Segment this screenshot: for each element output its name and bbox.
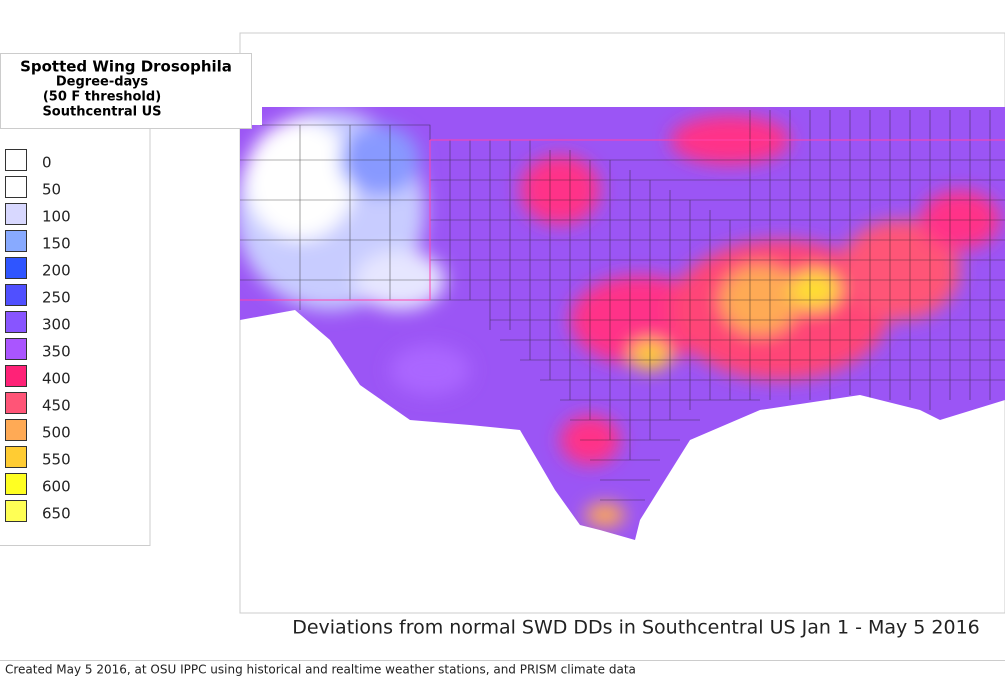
legend-label: 150: [42, 235, 71, 253]
map-subtitle: Degree-days: [56, 75, 149, 90]
title-box: [0, 53, 252, 129]
legend-swatch: [5, 203, 27, 225]
state-borders: [240, 139, 1005, 301]
caption: Deviations from normal SWD DDs in Southc…: [292, 617, 980, 639]
county-lines: [240, 110, 1005, 501]
legend-label: 450: [42, 397, 71, 415]
legend-label: 300: [42, 316, 71, 334]
legend-swatch: [5, 257, 27, 279]
map-area: [240, 107, 1005, 540]
legend-label: 400: [42, 370, 71, 388]
footer: Created May 5 2016, at OSU IPPC using hi…: [5, 663, 636, 677]
legend-swatch: [5, 473, 27, 495]
map-subtitle: Southcentral US: [42, 105, 161, 120]
legend-swatch: [5, 365, 27, 387]
legend-label: 50: [42, 181, 61, 199]
legend-label: 550: [42, 451, 71, 469]
legend-label: 350: [42, 343, 71, 361]
legend-label: 500: [42, 424, 71, 442]
legend-swatch: [5, 284, 27, 306]
legend-label: 0: [42, 154, 52, 172]
legend-swatch: [5, 176, 27, 198]
legend-label: 200: [42, 262, 71, 280]
legend-swatch: [5, 392, 27, 414]
legend-label: 250: [42, 289, 71, 307]
legend-label: 650: [42, 505, 71, 523]
legend-swatch: [5, 500, 27, 522]
legend-swatch: [5, 338, 27, 360]
map-subtitle: (50 F threshold): [43, 90, 161, 105]
legend: 0 50 100 150 200 250 300 350 400 450 500 550 600 650: [5, 149, 71, 523]
legend-label: 600: [42, 478, 71, 496]
legend-swatch: [5, 446, 27, 468]
map-title: Spotted Wing Drosophila: [20, 58, 232, 76]
legend-label: 100: [42, 208, 71, 226]
legend-swatch: [5, 311, 27, 333]
legend-swatch: [5, 419, 27, 441]
legend-swatch: [5, 230, 27, 252]
legend-swatch: [5, 149, 27, 171]
